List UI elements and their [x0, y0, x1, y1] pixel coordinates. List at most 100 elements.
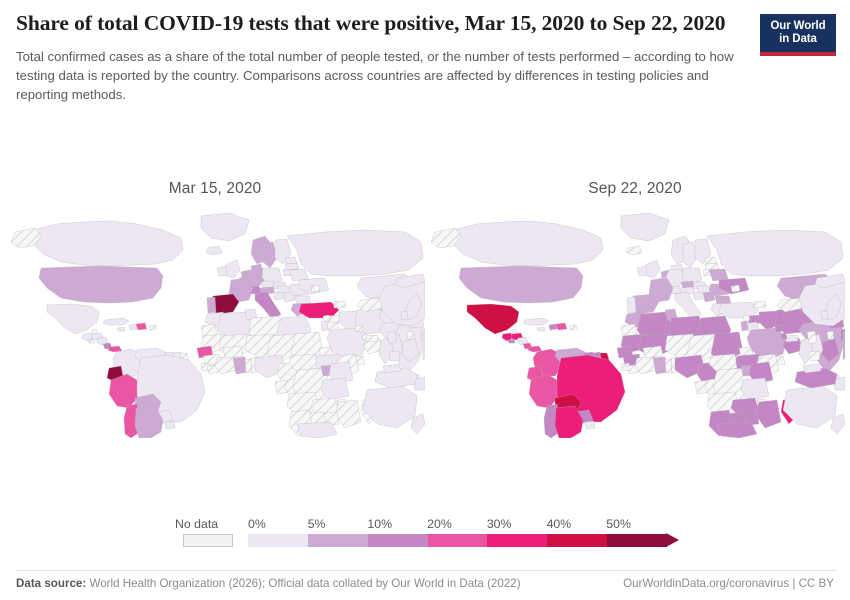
map-left-canvas[interactable]: Greenland: 0% Canada: 2%Alaska: No data Un…: [5, 208, 425, 438]
legend-band-1[interactable]: [248, 534, 309, 547]
country-chile[interactable]: Chile: 25%: [124, 404, 139, 438]
country-south-africa[interactable]: South Africa: 12%: [717, 422, 757, 438]
country-chad[interactable]: Chad: No data: [267, 334, 299, 362]
country-bulgaria[interactable]: Bulgaria: 2%: [295, 296, 311, 304]
country-guatemala[interactable]: Guatemala: 3%: [82, 333, 93, 341]
country-new-zealand[interactable]: New Zealand: 0%: [831, 414, 845, 434]
country-chile[interactable]: Chile: 18%: [544, 404, 559, 438]
country-myanmar[interactable]: Myanmar: 5%: [843, 331, 845, 360]
country-france[interactable]: France: 5%: [649, 278, 673, 302]
country-chad[interactable]: Chad: No data: [687, 334, 719, 362]
country-cambodia[interactable]: Cambodia: No data: [809, 351, 820, 361]
country-cuba[interactable]: Cuba: 1%: [103, 318, 129, 325]
country-panama[interactable]: Panama: 22%: [528, 346, 542, 352]
legend-band-7[interactable]: [606, 534, 667, 547]
country-israel[interactable]: Israel: 2%: [321, 321, 328, 331]
country-taiwan[interactable]: Taiwan: No data: [407, 331, 414, 340]
country-canada[interactable]: Canada: 2%: [33, 221, 183, 266]
country-taiwan[interactable]: Taiwan: No data: [827, 331, 834, 340]
country-israel[interactable]: Israel: 8%: [741, 321, 748, 331]
world-map-svg-left[interactable]: Greenland: 0% Canada: 2%Alaska: No data Un…: [5, 208, 425, 438]
country-portugal[interactable]: Portugal: 5%: [207, 297, 216, 313]
country-dominican-republic[interactable]: Dominican Republic: 22%: [136, 323, 147, 330]
country-south-korea[interactable]: South Korea: 2%: [401, 311, 408, 320]
country-united-arab-emirates[interactable]: United Arab Emirates: 2%: [785, 335, 798, 342]
country-united-states[interactable]: United States: 7%: [39, 266, 163, 303]
legend-band-5[interactable]: [486, 534, 548, 547]
country-iceland[interactable]: Iceland: No data: [626, 246, 642, 255]
country-laos[interactable]: Laos: No data: [807, 331, 817, 344]
country-puerto-rico[interactable]: Puerto Rico: No data: [569, 325, 577, 330]
country-lebanon[interactable]: Lebanon: No data: [743, 315, 750, 321]
country-france[interactable]: France: 8%: [229, 278, 253, 302]
country-cuba[interactable]: Cuba: 1%: [523, 318, 549, 325]
country-georgia[interactable]: Georgia: No data: [753, 301, 766, 308]
owid-logo[interactable]: Our World in Data: [760, 14, 836, 56]
country-turkmenistan[interactable]: Turkmenistan: No data: [357, 298, 383, 312]
country-papua-new-guinea[interactable]: Papua New Guinea: 0%: [413, 377, 425, 390]
country-russia[interactable]: Russia: 2%: [707, 230, 843, 276]
country-russia[interactable]: Russia: 0%: [287, 230, 423, 276]
legend-band-2[interactable]: [307, 534, 369, 547]
country-el-salvador[interactable]: El Salvador: No data: [88, 339, 95, 343]
country-haiti[interactable]: Haiti: 18%: [549, 324, 557, 330]
country-togo[interactable]: Togo: No data: [665, 359, 672, 373]
country-malaysia[interactable]: Malaysia: 0%: [803, 364, 821, 373]
country-sweden[interactable]: Sweden: 2%: [683, 242, 697, 268]
country-greenland[interactable]: Greenland: 0%: [621, 213, 669, 241]
country-iceland[interactable]: Iceland: 3%: [206, 246, 222, 255]
country-uruguay[interactable]: Uruguay: 3%: [165, 421, 175, 429]
country-kuwait[interactable]: Kuwait: 12%: [775, 325, 783, 332]
country-moldova[interactable]: Moldova: No data: [731, 285, 740, 292]
country-burkina-faso[interactable]: Burkina Faso: No data: [223, 346, 243, 358]
country-australia[interactable]: Australia: 1%: [363, 386, 417, 428]
country-burkina-faso[interactable]: Burkina Faso: No data: [643, 346, 663, 358]
country-tanzania[interactable]: Tanzania: 0%: [321, 378, 349, 400]
country-estonia[interactable]: Estonia: 4%: [285, 257, 297, 264]
country-sweden[interactable]: Sweden: 8%: [263, 242, 277, 268]
world-map-svg-right[interactable]: Greenland: 0% Canada: 2%Alaska: No data Un…: [425, 208, 845, 438]
country-iraq[interactable]: Iraq: 0%: [339, 311, 361, 330]
country-laos[interactable]: Laos: 0%: [387, 331, 397, 344]
country-cambodia[interactable]: Cambodia: 0%: [389, 351, 400, 361]
country-ireland[interactable]: Ireland: 1%: [637, 266, 647, 276]
country-belize[interactable]: Belize: No data: [512, 329, 517, 334]
legend-band-6[interactable]: [546, 534, 607, 547]
country-canada[interactable]: Canada: 2%: [453, 221, 603, 266]
country-latvia[interactable]: Latvia: No data: [705, 263, 719, 270]
country-mongolia[interactable]: Mongolia: 0%: [815, 274, 845, 288]
country-myanmar[interactable]: Myanmar: 0%: [423, 331, 425, 360]
country-portugal[interactable]: Portugal: 3%: [627, 297, 636, 313]
country-qatar[interactable]: Qatar: 12%: [781, 333, 787, 339]
color-legend[interactable]: No data 0% 5% 10% 20% 30% 40% 50%: [0, 508, 850, 552]
country-panama[interactable]: Panama: 22%: [108, 346, 122, 352]
legend-band-4[interactable]: [427, 534, 488, 547]
country-south-africa[interactable]: South Africa: 0%: [297, 422, 337, 438]
legend-no-data-swatch[interactable]: [183, 534, 233, 547]
country-united-states[interactable]: United States: 7%: [459, 266, 583, 303]
country-moldova[interactable]: Moldova: No data: [311, 285, 320, 292]
country-alaska[interactable]: Alaska: No data: [11, 228, 41, 248]
country-puerto-rico[interactable]: Puerto Rico: No data: [149, 325, 157, 330]
country-dominican-republic[interactable]: Dominican Republic: 22%: [556, 323, 567, 330]
country-argentina[interactable]: Argentina: 8%: [135, 406, 163, 438]
country-kuwait[interactable]: Kuwait: No data: [355, 325, 363, 332]
country-belize[interactable]: Belize: No data: [92, 329, 97, 334]
country-estonia[interactable]: Estonia: No data: [705, 257, 717, 264]
country-iraq[interactable]: Iraq: 18%: [759, 311, 781, 330]
country-togo[interactable]: Togo: No data: [245, 359, 252, 373]
country-peru[interactable]: Peru: 22%: [109, 374, 139, 408]
country-bulgaria[interactable]: Bulgaria: 6%: [715, 296, 731, 304]
country-jamaica[interactable]: Jamaica: 4%: [537, 327, 545, 331]
country-new-zealand[interactable]: New Zealand: 1%: [411, 414, 425, 434]
country-south-korea[interactable]: South Korea: 1%: [821, 311, 828, 320]
country-turkmenistan[interactable]: Turkmenistan: No data: [777, 298, 803, 312]
country-malaysia[interactable]: Malaysia: 1%: [383, 364, 401, 373]
attribution-link[interactable]: OurWorldinData.org/coronavirus | CC BY: [623, 577, 834, 590]
country-latvia[interactable]: Latvia: 2%: [285, 263, 299, 270]
map-panel-right[interactable]: Sep 22, 2020 Greenland: 0% Canada: 2%Alas…: [425, 180, 845, 445]
country-alaska[interactable]: Alaska: No data: [431, 228, 461, 248]
legend-color-bar[interactable]: [248, 533, 679, 547]
country-greenland[interactable]: Greenland: 0%: [201, 213, 249, 241]
country-qatar[interactable]: Qatar: No data: [361, 333, 367, 339]
